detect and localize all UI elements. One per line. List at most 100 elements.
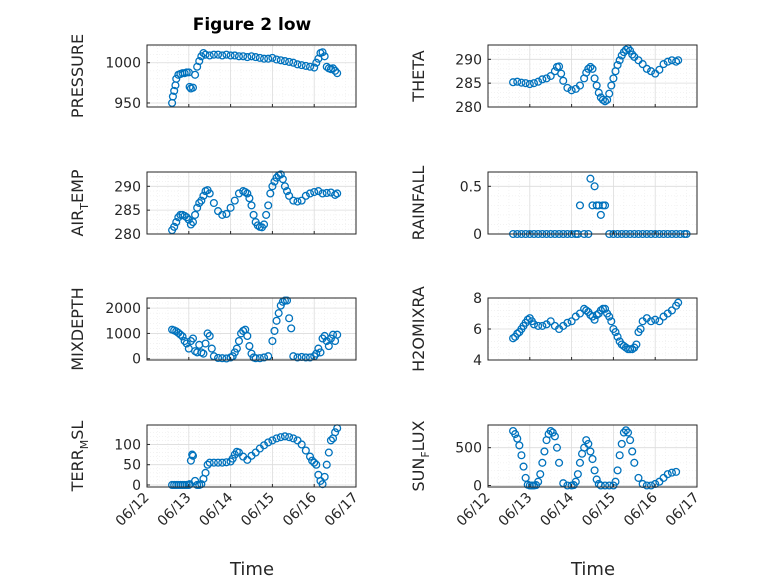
theta-data-point bbox=[586, 62, 595, 71]
subplot-pressure: 950 1000 PRESSURE bbox=[68, 34, 357, 118]
theta-data-point bbox=[584, 64, 593, 73]
h2omixra-data-point bbox=[632, 340, 641, 349]
pressure-data-point bbox=[247, 52, 256, 61]
terr_msl-data-point bbox=[214, 458, 223, 467]
sun_flux-data-point bbox=[628, 447, 637, 456]
theta-data-point bbox=[546, 71, 555, 81]
terr_msl-data-point bbox=[322, 460, 331, 469]
mixdepth-data-point bbox=[234, 336, 244, 346]
theta-data-point bbox=[609, 74, 618, 83]
mixdepth-data-point bbox=[232, 344, 241, 353]
pressure-data-point bbox=[201, 50, 210, 59]
terr_msl-data-point bbox=[222, 458, 231, 467]
mixdepth-data-point bbox=[293, 353, 302, 362]
air_temp-data-point bbox=[289, 196, 298, 205]
mixdepth-data-point bbox=[316, 348, 325, 357]
sun_flux-data-point bbox=[515, 441, 524, 450]
pressure-ytick-label: 1000 bbox=[105, 56, 141, 72]
pressure-data-point bbox=[301, 61, 310, 70]
mixdepth-data-point bbox=[199, 349, 208, 358]
terr_msl-data-point bbox=[312, 460, 321, 469]
h2omixra-data-point bbox=[529, 320, 539, 329]
theta-y-axis-label: THETA bbox=[409, 50, 428, 102]
pressure-data-point bbox=[276, 56, 285, 65]
terr_msl-data-point bbox=[301, 446, 310, 455]
mixdepth-data-point bbox=[274, 309, 283, 318]
theta-data-point bbox=[534, 77, 543, 86]
mixdepth-data-point bbox=[287, 324, 296, 333]
terr_msl-data-point bbox=[272, 434, 281, 443]
sun_flux-data-point bbox=[617, 439, 626, 448]
air_temp-data-point bbox=[188, 218, 198, 227]
pressure-axes-box bbox=[146, 44, 357, 108]
h2omixra-data-point bbox=[655, 317, 664, 326]
h2omixra-data-point bbox=[667, 306, 676, 315]
sun_flux-data-point bbox=[592, 475, 601, 484]
pressure-data-point bbox=[255, 53, 264, 62]
air_temp-ytick-label: 290 bbox=[114, 179, 141, 195]
theta-data-point bbox=[621, 45, 630, 54]
mixdepth-data-point bbox=[176, 330, 185, 339]
theta-data-point bbox=[575, 81, 585, 90]
theta-ytick-label: 285 bbox=[455, 76, 482, 92]
h2omixra-data-point bbox=[582, 306, 591, 315]
pressure-data-point bbox=[297, 61, 306, 70]
mixdepth-data-point bbox=[245, 342, 254, 351]
subplot-rainfall: 0 0.5 RAINFALL bbox=[409, 166, 698, 243]
terr_msl-data-point bbox=[293, 436, 302, 445]
air_temp-data-point bbox=[191, 210, 200, 219]
pressure-data-point bbox=[230, 51, 239, 60]
mixdepth-data-point bbox=[305, 353, 315, 362]
pressure-data-point bbox=[268, 53, 277, 62]
rainfall-data-point bbox=[596, 210, 605, 219]
mixdepth-data-point bbox=[182, 339, 191, 348]
air_temp-data-point bbox=[293, 197, 302, 206]
sun_flux-data-point bbox=[571, 477, 580, 486]
air_temp-data-point bbox=[280, 182, 289, 191]
subplot-h2omixra: 4 6 8 H2OMIXRA bbox=[409, 286, 698, 372]
terr_msl-data-point bbox=[264, 438, 273, 447]
rainfall-data-point bbox=[590, 182, 599, 191]
sun_flux-axes-box bbox=[487, 424, 698, 488]
sun_flux-data-point bbox=[536, 470, 545, 479]
subplot-air_temp: 280 285 290 AIRTEMP bbox=[68, 169, 357, 243]
terr_msl-data-point bbox=[297, 440, 306, 449]
mixdepth-data-point bbox=[324, 342, 333, 351]
mixdepth-data-point bbox=[268, 336, 277, 346]
rainfall-axes-box bbox=[487, 171, 698, 235]
air_temp-data-point bbox=[197, 196, 206, 205]
air_temp-data-point bbox=[318, 189, 327, 198]
theta-data-point bbox=[663, 57, 672, 66]
h2omixra-data-point bbox=[651, 315, 660, 324]
air_temp-data-point bbox=[301, 191, 310, 200]
rainfall-ytick-label: 0 bbox=[473, 227, 482, 243]
terr_msl-data-point bbox=[268, 436, 277, 445]
sun_flux-data-point bbox=[619, 428, 628, 437]
mixdepth-data-point bbox=[201, 339, 210, 348]
terr_msl-data-point bbox=[331, 428, 340, 437]
theta-ytick-label: 290 bbox=[455, 52, 482, 68]
theta-data-point bbox=[594, 88, 603, 97]
theta-data-point bbox=[555, 62, 564, 71]
mixdepth-data-point bbox=[272, 316, 281, 325]
pressure-y-axis-label: PRESSURE bbox=[68, 34, 87, 118]
h2omixra-data-point bbox=[513, 329, 522, 338]
h2omixra-data-point bbox=[628, 345, 637, 354]
mixdepth-data-point bbox=[270, 326, 279, 335]
h2omixra-y-axis-label: H2OMIXRA bbox=[409, 286, 428, 372]
pressure-data-point bbox=[209, 50, 218, 59]
pressure-data-point bbox=[259, 54, 269, 63]
theta-data-point bbox=[525, 80, 534, 89]
rainfall-data-point bbox=[586, 174, 595, 183]
sun_flux-data-point bbox=[552, 443, 562, 452]
theta-data-point bbox=[598, 95, 607, 104]
theta-data-point bbox=[613, 60, 622, 70]
sun_flux-data-point bbox=[663, 470, 672, 479]
sun_flux-data-point bbox=[626, 436, 635, 445]
air_temp-data-point bbox=[305, 189, 315, 198]
h2omixra-data-point bbox=[509, 334, 518, 343]
rainfall-data-point bbox=[600, 201, 610, 210]
mixdepth-data-point bbox=[214, 353, 223, 363]
h2omixra-data-point bbox=[575, 309, 585, 318]
mixdepth-data-point bbox=[333, 330, 342, 339]
